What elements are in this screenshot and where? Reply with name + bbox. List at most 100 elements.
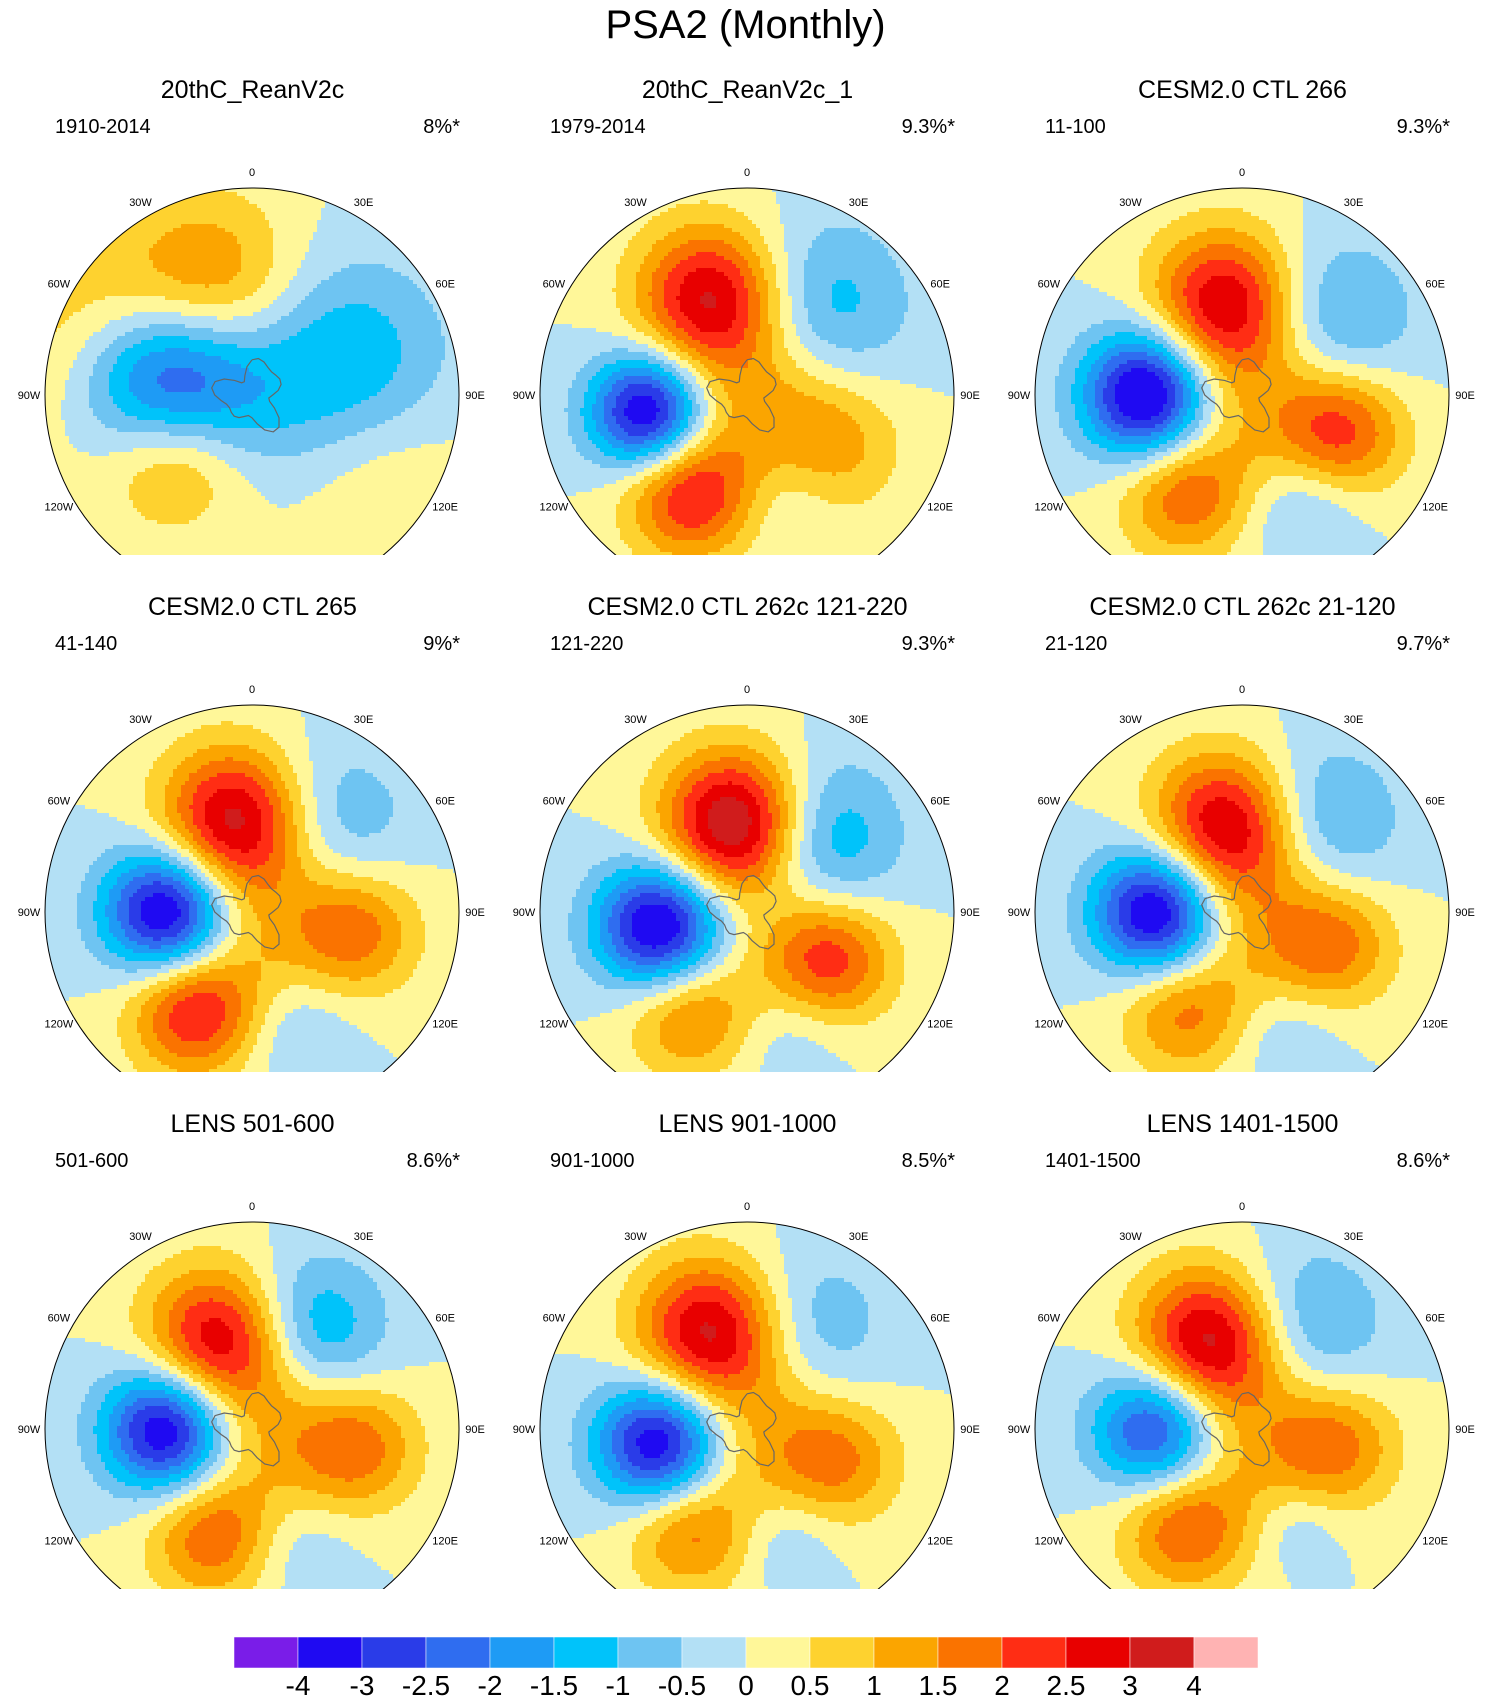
field-cell	[69, 328, 74, 333]
field-cell	[209, 368, 214, 373]
field-cell	[429, 340, 434, 345]
field-cell	[381, 324, 386, 329]
field-cell	[393, 368, 398, 373]
field-cell	[273, 272, 278, 277]
field-cell	[85, 320, 90, 325]
field-cell	[153, 244, 158, 249]
field-cell	[385, 292, 390, 297]
field-cell	[233, 316, 238, 321]
field-cell	[265, 348, 270, 353]
field-cell	[349, 372, 354, 377]
field-cell	[117, 376, 122, 381]
field-cell	[117, 320, 122, 325]
field-cell	[345, 240, 350, 245]
field-cell	[113, 316, 118, 321]
field-cell	[293, 260, 298, 265]
field-cell	[261, 400, 266, 405]
field-cell	[265, 340, 270, 345]
field-cell	[213, 268, 218, 273]
field-cell	[393, 256, 398, 261]
field-cell	[241, 312, 246, 317]
field-cell	[145, 232, 150, 237]
field-cell	[397, 328, 402, 333]
field-cell	[161, 340, 166, 345]
field-cell	[313, 192, 318, 197]
field-cell	[261, 404, 266, 409]
field-cell	[329, 244, 334, 249]
field-cell	[313, 340, 318, 345]
field-cell	[177, 360, 182, 365]
field-cell	[205, 340, 210, 345]
field-cell	[385, 328, 390, 333]
field-cell	[429, 300, 434, 305]
field-cell	[309, 316, 314, 321]
field-cell	[213, 192, 218, 197]
field-cell	[81, 392, 86, 397]
field-cell	[281, 300, 286, 305]
field-cell	[85, 304, 90, 309]
field-cell	[253, 240, 258, 245]
field-cell	[169, 284, 174, 289]
field-cell	[337, 300, 342, 305]
field-cell	[217, 352, 222, 357]
field-cell	[65, 392, 70, 397]
field-cell	[381, 328, 386, 333]
field-cell	[173, 292, 178, 297]
field-cell	[269, 344, 274, 349]
field-cell	[225, 196, 230, 201]
field-cell	[65, 384, 70, 389]
field-cell	[113, 352, 118, 357]
field-cell	[409, 256, 414, 261]
field-cell	[133, 372, 138, 377]
field-cell	[353, 352, 358, 357]
field-cell	[233, 260, 238, 265]
field-cell	[129, 408, 134, 413]
field-cell	[197, 252, 202, 257]
field-cell	[341, 296, 346, 301]
field-cell	[449, 396, 454, 401]
field-cell	[349, 328, 354, 333]
field-cell	[201, 312, 206, 317]
field-cell	[217, 360, 222, 365]
field-cell	[173, 264, 178, 269]
field-cell	[113, 416, 118, 421]
field-cell	[313, 376, 318, 381]
field-cell	[89, 296, 94, 301]
field-cell	[369, 364, 374, 369]
field-cell	[409, 352, 414, 357]
field-cell	[257, 192, 262, 197]
field-cell	[225, 264, 230, 269]
field-cell	[193, 296, 198, 301]
field-cell	[321, 292, 326, 297]
field-cell	[277, 276, 282, 281]
field-cell	[217, 300, 222, 305]
field-cell	[361, 228, 366, 233]
field-cell	[169, 388, 174, 393]
field-cell	[261, 224, 266, 229]
field-cell	[273, 228, 278, 233]
field-cell	[285, 372, 290, 377]
field-cell	[205, 348, 210, 353]
field-cell	[173, 396, 178, 401]
field-cell	[413, 408, 418, 413]
field-cell	[425, 308, 430, 313]
field-cell	[401, 276, 406, 281]
field-cell	[209, 360, 214, 365]
field-cell	[197, 296, 202, 301]
field-cell	[205, 368, 210, 373]
field-cell	[113, 288, 118, 293]
field-cell	[217, 384, 222, 389]
field-cell	[241, 232, 246, 237]
field-cell	[169, 308, 174, 313]
field-cell	[437, 404, 442, 409]
field-cell	[449, 368, 454, 373]
field-cell	[173, 276, 178, 281]
field-cell	[377, 248, 382, 253]
field-cell	[273, 368, 278, 373]
field-cell	[293, 244, 298, 249]
field-cell	[257, 348, 262, 353]
field-cell	[429, 352, 434, 357]
field-cell	[221, 396, 226, 401]
field-cell	[285, 204, 290, 209]
field-cell	[165, 264, 170, 269]
